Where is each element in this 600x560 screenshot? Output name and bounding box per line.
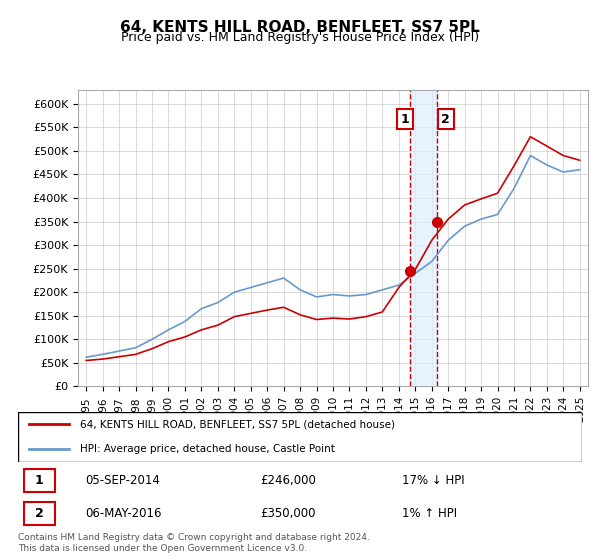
Text: 17% ↓ HPI: 17% ↓ HPI [401, 474, 464, 487]
Text: HPI: Average price, detached house, Castle Point: HPI: Average price, detached house, Cast… [80, 445, 335, 454]
FancyBboxPatch shape [23, 469, 55, 492]
Text: 1: 1 [401, 113, 409, 125]
FancyBboxPatch shape [18, 412, 582, 462]
Text: 06-MAY-2016: 06-MAY-2016 [86, 507, 162, 520]
Bar [410, 90, 437, 386]
Text: Price paid vs. HM Land Registry's House Price Index (HPI): Price paid vs. HM Land Registry's House … [121, 31, 479, 44]
Text: 64, KENTS HILL ROAD, BENFLEET, SS7 5PL (detached house): 64, KENTS HILL ROAD, BENFLEET, SS7 5PL (… [80, 419, 395, 429]
Text: Contains HM Land Registry data © Crown copyright and database right 2024.
This d: Contains HM Land Registry data © Crown c… [18, 533, 370, 553]
Text: £350,000: £350,000 [260, 507, 316, 520]
Text: 1% ↑ HPI: 1% ↑ HPI [401, 507, 457, 520]
Text: 1: 1 [35, 474, 44, 487]
Text: 05-SEP-2014: 05-SEP-2014 [86, 474, 161, 487]
Text: 2: 2 [442, 113, 450, 125]
Text: 64, KENTS HILL ROAD, BENFLEET, SS7 5PL: 64, KENTS HILL ROAD, BENFLEET, SS7 5PL [120, 20, 480, 35]
Text: 2: 2 [35, 507, 44, 520]
FancyBboxPatch shape [23, 502, 55, 525]
Text: £246,000: £246,000 [260, 474, 316, 487]
